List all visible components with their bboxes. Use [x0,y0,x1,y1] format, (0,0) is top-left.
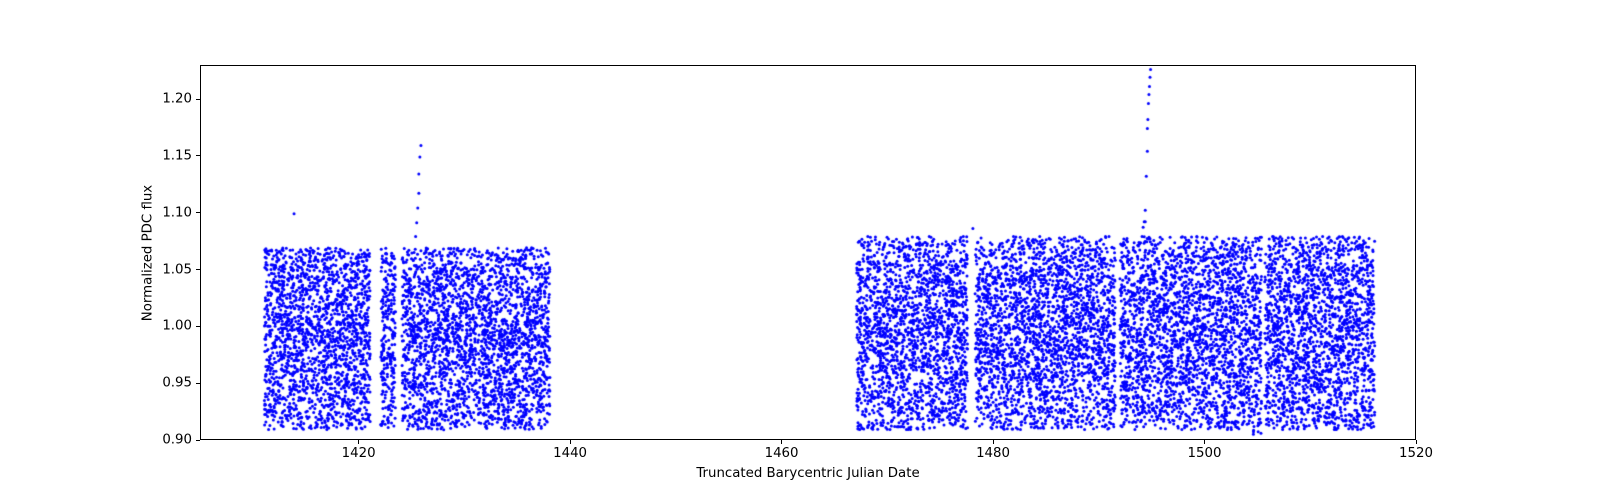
y-tick-mark [196,212,200,213]
y-tick-label: 1.05 [162,262,192,277]
y-tick-mark [196,269,200,270]
y-tick-label: 1.00 [162,319,192,334]
y-tick-label: 1.10 [162,205,192,220]
x-tick-label: 1500 [1188,446,1222,461]
y-tick-mark [196,326,200,327]
x-tick-label: 1460 [765,446,799,461]
y-tick-mark [196,99,200,100]
x-tick-label: 1480 [976,446,1010,461]
x-tick-label: 1520 [1399,446,1433,461]
y-tick-label: 1.20 [162,92,192,107]
y-tick-label: 1.15 [162,148,192,163]
x-tick-mark [358,440,359,444]
y-tick-mark [196,155,200,156]
scatter-canvas [201,66,1417,441]
x-axis-label: Truncated Barycentric Julian Date [696,466,919,481]
y-axis-label: Normalized PDC flux [141,184,156,320]
y-tick-mark [196,440,200,441]
y-tick-label: 0.95 [162,376,192,391]
x-tick-mark [781,440,782,444]
x-tick-mark [1204,440,1205,444]
x-tick-mark [993,440,994,444]
plot-axes [200,65,1416,440]
x-tick-label: 1440 [553,446,587,461]
y-tick-label: 0.90 [162,433,192,448]
x-tick-mark [570,440,571,444]
figure: 1420 1440 1460 1480 1500 1520 0.90 0.95 1.00 1.0… [0,0,1600,500]
x-tick-mark [1416,440,1417,444]
y-tick-mark [196,383,200,384]
x-tick-label: 1420 [342,446,376,461]
